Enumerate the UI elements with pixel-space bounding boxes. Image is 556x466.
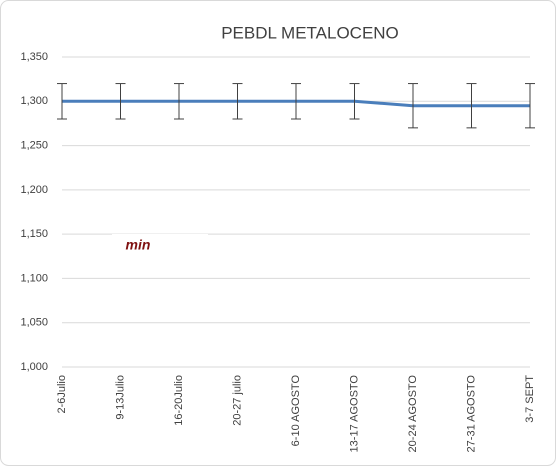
y-tick-label: 1,000	[20, 361, 48, 373]
y-tick-label: 1,350	[20, 51, 48, 63]
x-tick-label: 16-20Julio	[173, 375, 185, 426]
x-tick-label: 20-24 AGOSTO	[407, 375, 419, 453]
y-tick-label: 1,250	[20, 139, 48, 151]
error-bar	[232, 83, 243, 120]
annotation: min	[126, 237, 151, 253]
y-tick-label: 1,300	[20, 95, 48, 107]
x-tick-label: 27-31 AGOSTO	[465, 375, 477, 453]
error-bar	[291, 83, 301, 120]
annotation-bg	[112, 234, 208, 256]
error-bar	[349, 83, 360, 120]
y-tick-label: 1,150	[20, 228, 48, 240]
chart-title: PEBDL METALOCENO	[221, 23, 399, 42]
error-bar	[57, 83, 67, 120]
x-tick-label: 2-6Julio	[56, 375, 68, 414]
x-tick-label: 3-7 SEPT	[524, 375, 536, 423]
x-tick-label: 9-13Julio	[114, 375, 126, 420]
error-bar	[174, 83, 184, 120]
y-tick-label: 1,050	[20, 317, 48, 329]
y-tick-label: 1,200	[20, 184, 48, 196]
error-bar	[466, 83, 477, 129]
error-bar	[408, 83, 418, 129]
x-tick-label: 6-10 AGOSTO	[290, 375, 302, 447]
x-tick-label: 13-17 AGOSTO	[348, 375, 360, 453]
error-bar	[525, 83, 535, 129]
x-tick-label: 20-27 julio	[231, 375, 243, 426]
y-tick-label: 1,100	[20, 272, 48, 284]
error-bar	[115, 83, 126, 120]
